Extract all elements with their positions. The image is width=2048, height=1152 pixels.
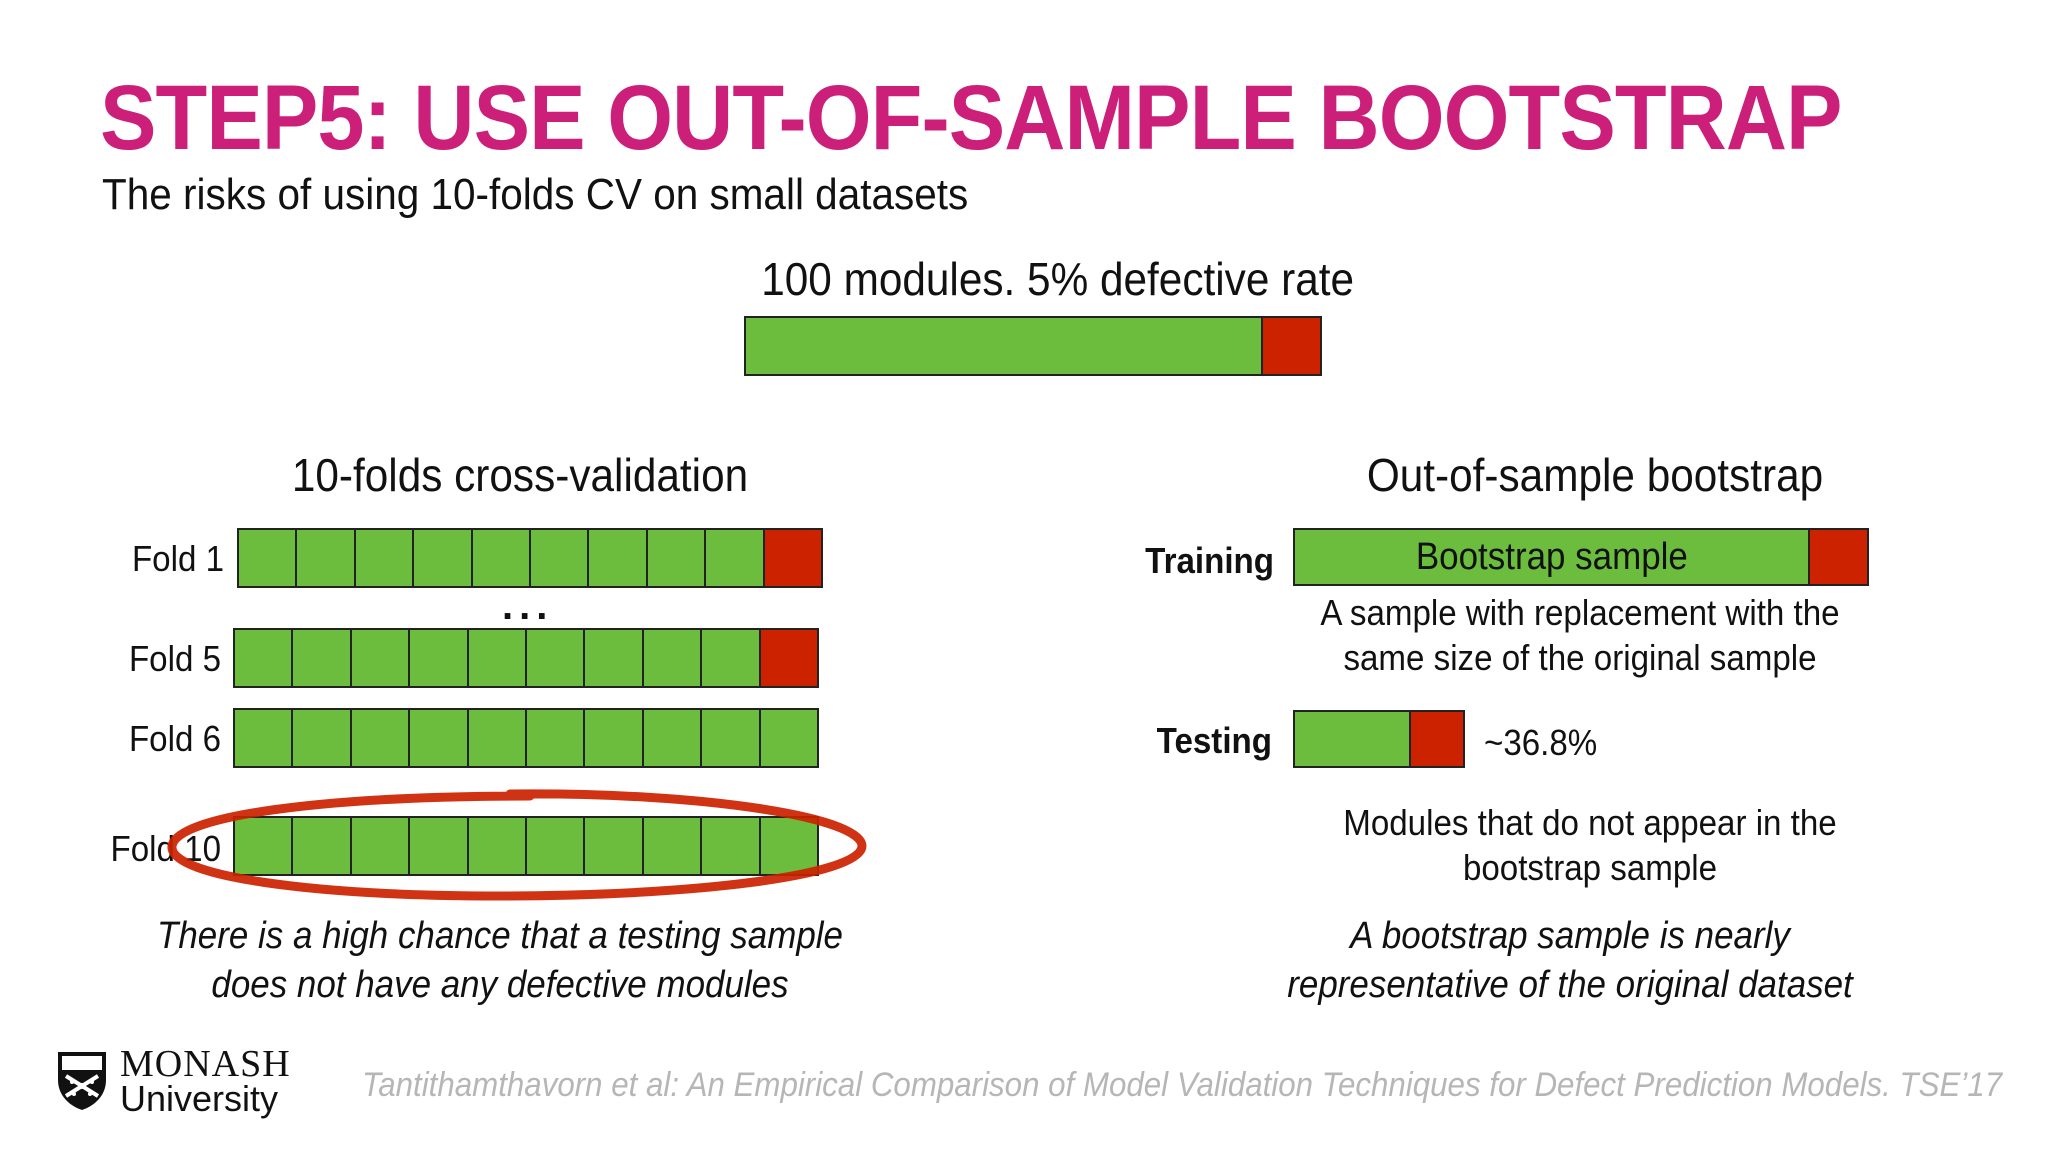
fold-segment	[644, 710, 703, 766]
training-note-line2: same size of the original sample	[1343, 637, 1817, 678]
slide-title: STEP5: USE OUT-OF-SAMPLE BOOTSTRAP	[100, 67, 1842, 169]
monash-logo: MONASH University	[54, 1043, 294, 1119]
fold-segment	[352, 630, 411, 686]
fold-1-bar	[237, 528, 823, 588]
fold-segment	[585, 630, 644, 686]
dataset-defective-portion	[1262, 318, 1320, 374]
fold-10-bar	[233, 816, 819, 876]
fold-segment	[469, 818, 528, 874]
training-note: A sample with replacement with the same …	[1304, 590, 1856, 680]
cv-note-line1: There is a high chance that a testing sa…	[156, 915, 844, 957]
cv-note-line2: does not have any defective modules	[211, 964, 789, 1006]
fold-segment	[702, 710, 761, 766]
slide-subtitle: The risks of using 10-folds CV on small …	[102, 170, 969, 219]
dataset-bar	[744, 316, 1322, 376]
highlight-ellipse	[167, 789, 867, 901]
training-defective-portion	[1810, 530, 1867, 584]
fold-6-bar	[233, 708, 819, 768]
fold-6-label: Fold 6	[128, 718, 221, 759]
cv-note: There is a high chance that a testing sa…	[141, 912, 859, 1010]
fold-5-label: Fold 5	[128, 638, 221, 679]
fold-segment	[239, 530, 298, 586]
testing-note: Modules that do not appear in the bootst…	[1314, 800, 1866, 890]
fold-segment	[352, 710, 411, 766]
dataset-normal-portion	[746, 318, 1263, 374]
fold-segment	[589, 530, 648, 586]
fold-segment	[414, 530, 473, 586]
testing-note-line1: Modules that do not appear in the	[1343, 802, 1837, 843]
fold-segment	[293, 630, 352, 686]
fold-segment	[235, 818, 294, 874]
fold-segment	[644, 630, 703, 686]
fold-10-label: Fold 10	[110, 828, 221, 869]
fold-segment	[644, 818, 703, 874]
fold-segment	[410, 710, 469, 766]
testing-normal-portion	[1295, 712, 1412, 766]
training-label: Training	[1145, 540, 1274, 581]
training-note-line1: A sample with replacement with the	[1320, 592, 1840, 633]
fold-segment	[527, 630, 586, 686]
training-bootstrap-portion: Bootstrap sample	[1295, 530, 1810, 584]
monash-crest-icon	[58, 1052, 106, 1110]
testing-bar	[1293, 710, 1465, 768]
bootstrap-heading: Out-of-sample bootstrap	[1366, 449, 1824, 501]
fold-segment	[293, 818, 352, 874]
fold-segment	[235, 630, 294, 686]
fold-segment	[473, 530, 532, 586]
fold-segment	[702, 630, 761, 686]
fold-segment	[702, 818, 761, 874]
fold-segment	[352, 818, 411, 874]
fold-segment	[527, 818, 586, 874]
training-bar-label: Bootstrap sample	[1415, 535, 1688, 578]
logo-line2: University	[120, 1078, 279, 1119]
bootstrap-conclusion: A bootstrap sample is nearly representat…	[1248, 912, 1892, 1010]
bootstrap-conclusion-line1: A bootstrap sample is nearly	[1350, 915, 1790, 957]
fold-ellipsis: ...	[502, 584, 554, 628]
testing-label: Testing	[1156, 720, 1272, 761]
logo-line1: MONASH	[120, 1043, 291, 1085]
fold-segment	[531, 530, 590, 586]
fold-segment	[469, 710, 528, 766]
fold-segment	[761, 710, 817, 766]
fold-segment	[235, 710, 294, 766]
fold-segment	[706, 530, 765, 586]
fold-segment	[356, 530, 415, 586]
fold-segment-defective	[764, 530, 822, 586]
testing-percent: ~36.8%	[1484, 722, 1598, 763]
testing-defective-portion	[1411, 712, 1463, 766]
fold-1-label: Fold 1	[131, 538, 224, 579]
fold-segment-defective	[760, 630, 818, 686]
fold-segment	[469, 630, 528, 686]
fold-segment	[297, 530, 356, 586]
fold-segment	[293, 710, 352, 766]
dataset-label: 100 modules. 5% defective rate	[761, 253, 1355, 305]
fold-segment	[585, 818, 644, 874]
training-bar: Bootstrap sample	[1293, 528, 1869, 586]
fold-segment	[585, 710, 644, 766]
citation: Tantithamthavorn et al: An Empirical Com…	[362, 1066, 2003, 1104]
testing-note-line2: bootstrap sample	[1462, 847, 1718, 888]
bootstrap-conclusion-line2: representative of the original dataset	[1287, 964, 1853, 1006]
cv-heading: 10-folds cross-validation	[291, 449, 749, 501]
fold-5-bar	[233, 628, 819, 688]
fold-segment	[527, 710, 586, 766]
fold-segment	[410, 818, 469, 874]
fold-segment	[410, 630, 469, 686]
fold-segment	[648, 530, 707, 586]
